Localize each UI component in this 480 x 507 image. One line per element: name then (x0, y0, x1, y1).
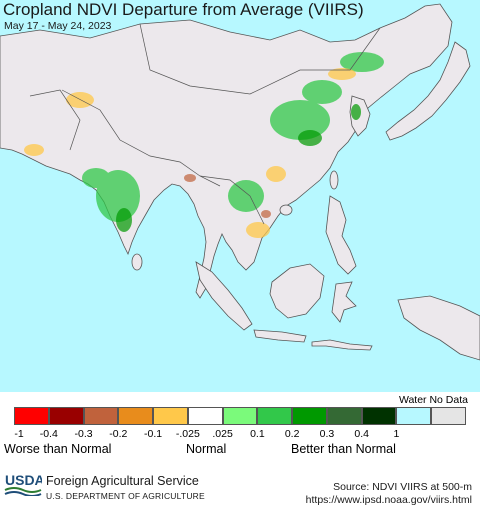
legend-swatch (153, 407, 188, 425)
date-range: May 17 - May 24, 2023 (4, 20, 112, 32)
legend-tick-label: -0.4 (39, 428, 58, 440)
legend-swatch (48, 407, 84, 425)
legend-swatch (431, 407, 466, 425)
legend-normal-label: Normal (186, 442, 227, 456)
legend-tick-label: 0.1 (250, 428, 265, 440)
legend-swatch (14, 407, 49, 425)
map (0, 0, 480, 392)
sri-lanka (131, 253, 143, 271)
page-title: Cropland NDVI Departure from Average (VI… (3, 0, 364, 19)
java (253, 329, 307, 343)
source-text: Source: NDVI VIIRS at 500-m (333, 481, 472, 493)
legend: Water No Data -1 -0.4 -0.3 -0.2 -0.1 -.025 .02… (0, 392, 480, 464)
legend-swatch (361, 407, 397, 425)
legend-tick-label: 0.4 (354, 428, 369, 440)
legend-swatch (396, 407, 432, 425)
new-guinea (397, 295, 480, 361)
usda-logo-text: USDA (5, 472, 42, 488)
legend-tick-label: -0.2 (109, 428, 128, 440)
cropland-patches (82, 52, 384, 222)
cropland-patches-dry (24, 68, 356, 238)
hainan (279, 204, 293, 216)
legend-swatch (257, 407, 293, 425)
water-no-data-label: Water No Data (398, 394, 468, 406)
borneo (269, 263, 325, 319)
legend-better-label: Better than Normal (291, 442, 396, 456)
department-name: U.S. DEPARTMENT OF AGRICULTURE (46, 491, 205, 501)
legend-swatch (222, 407, 258, 425)
legend-worse-label: Worse than Normal (4, 442, 112, 456)
sumatra (195, 261, 253, 331)
philippines (325, 195, 357, 275)
legend-tick-label: 0.2 (284, 428, 300, 440)
legend-swatch (187, 407, 223, 425)
cropland-patches-red (184, 174, 271, 218)
footer: USDA Foreign Agricultural Service U.S. D… (0, 464, 480, 507)
legend-swatch (83, 407, 119, 425)
legend-tick-label: -1 (14, 428, 24, 440)
usda-logo: USDA (4, 472, 42, 496)
legend-swatch (326, 407, 362, 425)
legend-swatch (292, 407, 327, 425)
legend-swatch (118, 407, 154, 425)
country-borders (29, 23, 381, 225)
legend-tick-label: -0.1 (144, 428, 163, 440)
legend-tick-label: -0.3 (74, 428, 93, 440)
legend-tick-label: 0.3 (319, 428, 335, 440)
sulawesi (331, 281, 357, 323)
legend-swatches (14, 407, 466, 425)
legend-tick-label: .025 (212, 428, 233, 440)
japan (385, 41, 471, 141)
legend-tick-label: -.025 (175, 428, 200, 440)
legend-tick-label: 1 (393, 428, 400, 440)
lesser-sunda-islands (311, 339, 373, 351)
agency-name: Foreign Agricultural Service (46, 474, 199, 488)
source-url[interactable]: https://www.ipsd.noaa.gov/viirs.html (305, 494, 472, 506)
taiwan (329, 170, 339, 190)
cropland-patches-dark (116, 104, 361, 232)
